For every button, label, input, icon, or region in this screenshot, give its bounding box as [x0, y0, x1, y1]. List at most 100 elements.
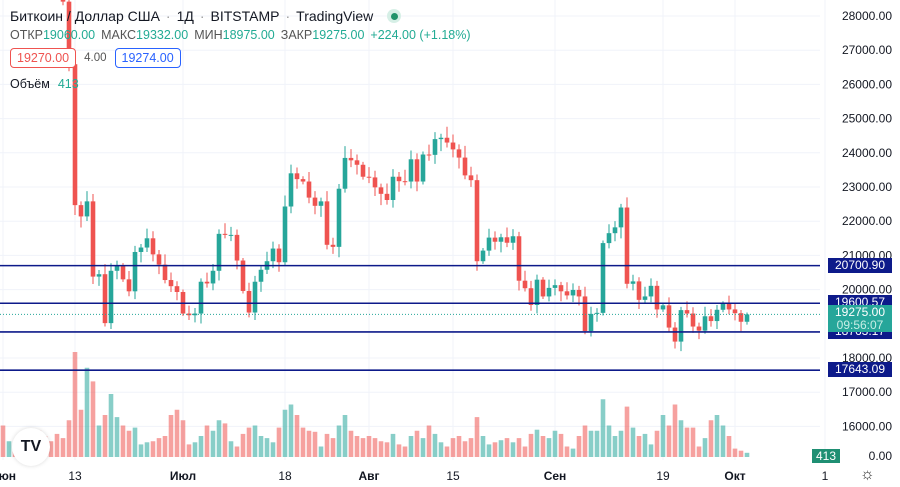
volume-bar	[162, 436, 168, 457]
candle-body	[372, 177, 378, 188]
candle-body	[174, 286, 180, 292]
candle-body	[426, 154, 432, 156]
volume-bar	[510, 442, 516, 457]
candle-body	[468, 175, 474, 181]
volume-bar	[330, 438, 336, 457]
tradingview-logo-icon[interactable]: TV	[12, 428, 50, 466]
volume-bar	[6, 441, 12, 457]
market-open-status-icon[interactable]	[387, 9, 402, 23]
volume-bar	[714, 415, 720, 457]
volume-bar	[402, 446, 408, 457]
price-tick-label: 20000.00	[842, 283, 892, 297]
candle-body	[486, 237, 492, 251]
low-label: МИН	[194, 28, 223, 42]
buy-button[interactable]: 19274.00	[114, 48, 181, 68]
candle-body	[204, 281, 210, 284]
volume-bar	[234, 446, 240, 457]
candle-body	[720, 303, 726, 310]
candle-body	[408, 159, 414, 182]
volume-bar	[426, 425, 432, 457]
candle-body	[306, 181, 312, 198]
volume-bar	[432, 433, 438, 457]
time-tick-label: 1	[822, 469, 829, 483]
separator: ·	[285, 8, 291, 24]
symbol-title[interactable]: Биткоин / Доллар США · 1Д · BITSTAMP · T…	[10, 8, 471, 24]
candle-body	[114, 265, 120, 271]
volume-bar	[684, 427, 690, 457]
candle-body	[282, 206, 288, 263]
volume-bar	[636, 436, 642, 457]
volume-bar	[654, 430, 660, 457]
volume-tick-label: 0.00	[869, 449, 893, 463]
candle-body	[546, 287, 552, 297]
volume-bar	[150, 441, 156, 457]
current-volume-tag: 413	[812, 449, 840, 463]
volume-bar	[216, 420, 222, 457]
candle-body	[552, 285, 558, 288]
time-tick-label: 19	[656, 469, 670, 483]
candle-body	[504, 237, 510, 243]
volume-bar	[528, 433, 534, 457]
symbol-name: Биткоин / Доллар США	[10, 8, 160, 24]
candle-body	[384, 193, 390, 200]
candle-body	[570, 289, 576, 296]
volume-bar	[618, 430, 624, 457]
volume-legend[interactable]: Объём 413	[10, 77, 471, 91]
volume-bar	[336, 425, 342, 457]
candle-body	[324, 201, 330, 245]
candle-body	[150, 238, 156, 255]
volume-bar	[696, 446, 702, 457]
volume-bar	[582, 425, 588, 457]
candle-body	[684, 310, 690, 314]
volume-bar	[564, 446, 570, 457]
candle-body	[348, 157, 354, 161]
volume-label: Объём	[10, 77, 50, 91]
candle-body	[246, 290, 252, 313]
volume-bar	[498, 440, 504, 457]
time-tick-label: 18	[278, 469, 292, 483]
candle-body	[198, 281, 204, 314]
volume-bar	[288, 404, 294, 457]
volume-bar	[78, 409, 84, 457]
volume-bar	[462, 441, 468, 457]
volume-bar	[324, 433, 330, 457]
volume-bar	[294, 415, 300, 457]
candle-body	[240, 260, 246, 291]
volume-bar	[96, 425, 102, 457]
volume-bar	[108, 394, 114, 457]
chart-settings-icon[interactable]: ☼	[860, 466, 875, 483]
volume-bar	[348, 430, 354, 457]
volume-bar	[660, 415, 666, 457]
data-source: TradingView	[296, 8, 374, 24]
candle-body	[102, 274, 108, 324]
candle-body	[60, 0, 66, 2]
interval[interactable]: 1Д	[176, 8, 194, 24]
candle-body	[438, 137, 444, 140]
candle-body	[366, 176, 372, 178]
volume-bar	[468, 438, 474, 457]
volume-bar	[270, 442, 276, 457]
volume-bar	[744, 452, 750, 457]
candle-body	[216, 233, 222, 271]
volume-bar	[222, 423, 228, 457]
candle-body	[642, 296, 648, 300]
candle-body	[618, 207, 624, 228]
sell-button[interactable]: 19270.00	[10, 48, 77, 68]
volume-bar	[132, 427, 138, 457]
price-tick-label: 17000.00	[842, 385, 892, 399]
volume-bar	[246, 427, 252, 457]
open-label: ОТКР	[10, 28, 43, 42]
volume-bar	[384, 442, 390, 457]
chart-legend: Биткоин / Доллар США · 1Д · BITSTAMP · T…	[10, 8, 471, 91]
price-tick-label: 16000.00	[842, 419, 892, 433]
volume-bar	[678, 420, 684, 457]
volume-bar	[192, 442, 198, 457]
candle-body	[354, 160, 360, 165]
candle-body	[72, 64, 78, 206]
candle-body	[144, 238, 150, 248]
volume-bar	[612, 436, 618, 457]
candle-body	[156, 254, 162, 265]
candle-body	[234, 234, 240, 261]
volume-bar	[624, 406, 630, 457]
volume-bar	[102, 415, 108, 457]
